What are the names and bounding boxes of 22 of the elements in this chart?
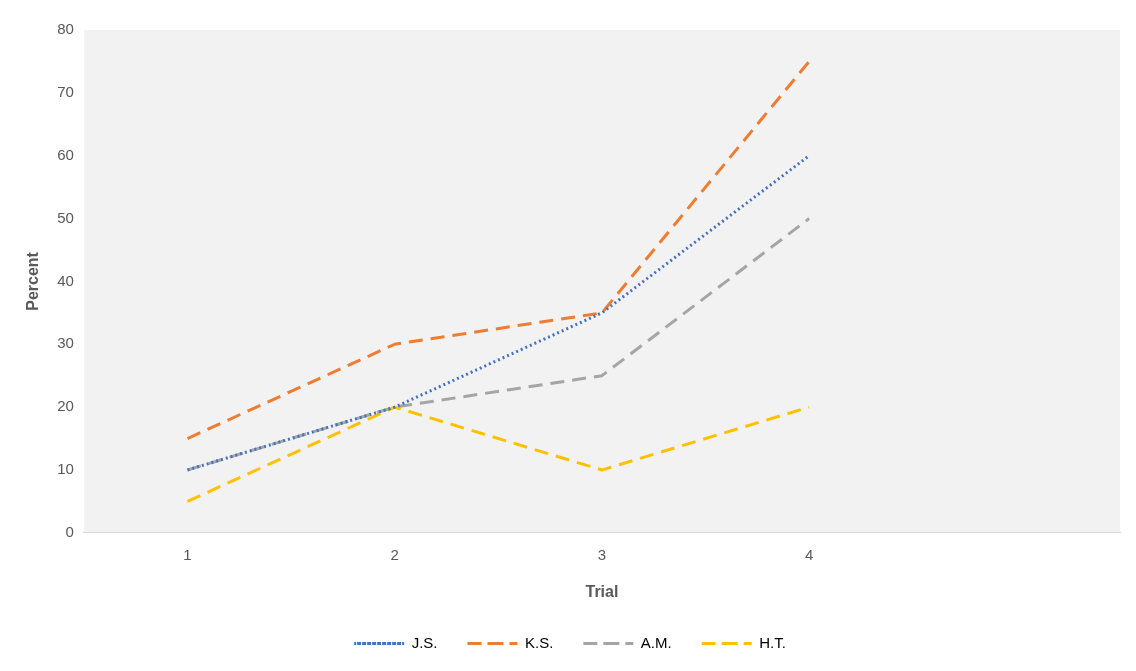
x-tick-label: 3 <box>597 545 607 563</box>
x-tick-label: 1 <box>183 545 192 563</box>
legend-label: A.M. <box>640 633 672 651</box>
line-series <box>186 154 811 472</box>
x-tick-label: 4 <box>804 545 814 563</box>
y-tick-label: 60 <box>57 145 74 163</box>
y-tick-label: 30 <box>57 334 74 352</box>
y-axis-title: Percent <box>24 251 42 311</box>
y-tick-label: 20 <box>57 397 74 415</box>
y-tick-label: 10 <box>57 460 74 478</box>
x-axis-title: Trial <box>585 582 619 600</box>
x-tick-label: 2 <box>390 545 399 563</box>
y-tick-label: 70 <box>57 82 74 100</box>
y-tick-label: 40 <box>57 271 74 289</box>
y-tick-label: 50 <box>57 208 74 226</box>
legend-label: K.S. <box>525 633 554 651</box>
y-tick-label: 0 <box>65 522 74 540</box>
line-series <box>186 59 811 441</box>
legend-label: J.S. <box>411 633 438 651</box>
line-series <box>186 217 811 472</box>
y-tick-label: 80 <box>57 20 74 38</box>
legend-label: H.T. <box>759 633 786 651</box>
